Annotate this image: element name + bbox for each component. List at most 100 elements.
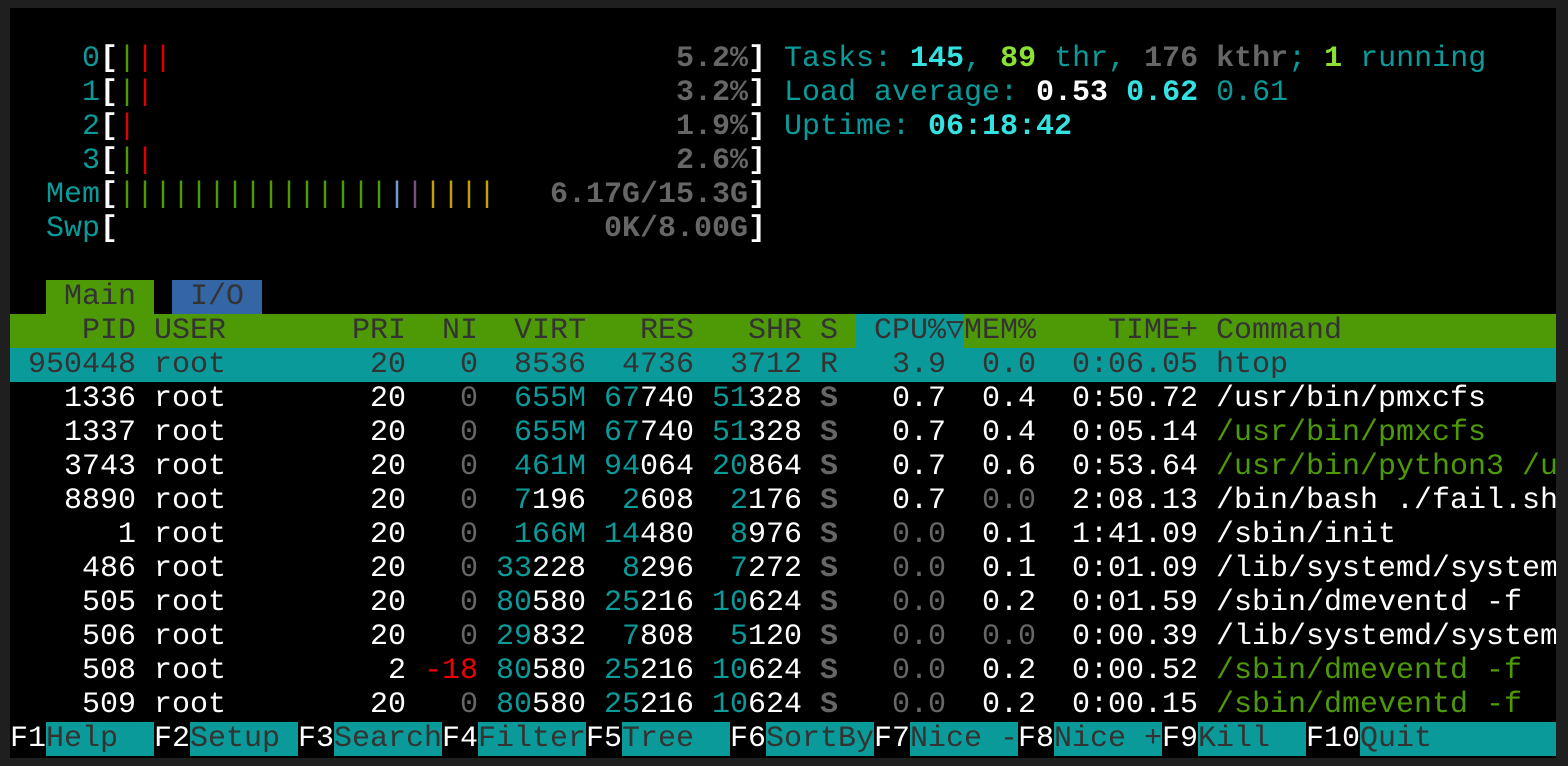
fkey-f10-label[interactable]: Quit bbox=[1360, 722, 1556, 756]
cpu-percent: 0.7 bbox=[891, 450, 946, 484]
tab-main[interactable]: Main bbox=[46, 280, 154, 314]
command: /bin/bash ./fail.sh bbox=[1216, 484, 1556, 518]
meter-value: 3.2% bbox=[675, 76, 748, 110]
user: root bbox=[154, 654, 227, 688]
fkey-f1[interactable]: F1 bbox=[10, 722, 47, 756]
virt: 33228 bbox=[495, 552, 586, 586]
meter-label: 0 bbox=[81, 42, 100, 76]
priority: 20 bbox=[369, 382, 406, 416]
fkey-f2[interactable]: F2 bbox=[154, 722, 191, 756]
virt: 655M bbox=[513, 382, 586, 416]
process-row[interactable]: 1337 root 20 0 655M 67740 51328 S 0.7 0.4 0:05.14 /… bbox=[10, 416, 1556, 450]
fkey-f5-label[interactable]: Tree bbox=[622, 722, 731, 756]
meter-close-bracket: ] bbox=[748, 212, 767, 246]
column-header-user[interactable]: USER bbox=[154, 314, 227, 348]
res: 25216 bbox=[603, 654, 694, 688]
column-header-command[interactable]: Command bbox=[1216, 314, 1343, 348]
column-header-shr[interactable]: SHR bbox=[747, 314, 802, 348]
load-average-line: Load average: 0.53 0.62 0.61 bbox=[784, 76, 1288, 110]
fkey-f6[interactable]: F6 bbox=[730, 722, 767, 756]
nice: 0 bbox=[459, 382, 478, 416]
fkey-f7-label[interactable]: Nice - bbox=[910, 722, 1019, 756]
meter-close-bracket: ] bbox=[748, 178, 767, 212]
cpu-percent: 3.9 bbox=[891, 348, 946, 382]
cpu-percent: 0.0 bbox=[891, 688, 946, 722]
load-15: 0.61 bbox=[1216, 76, 1289, 110]
column-header-res[interactable]: RES bbox=[639, 314, 694, 348]
meter-open-bracket: [ bbox=[100, 110, 119, 144]
process-row[interactable]: 506 root 20 0 29832 7808 5120 S 0.0 0.0 0:00.39/li… bbox=[10, 620, 1556, 654]
user: root bbox=[154, 620, 227, 654]
shr: 8976 bbox=[729, 518, 802, 552]
fkey-f3-label[interactable]: Search bbox=[334, 722, 443, 756]
mem-percent: 0.4 bbox=[981, 382, 1036, 416]
fkey-f10[interactable]: F10 bbox=[1306, 722, 1361, 756]
state: S bbox=[820, 450, 839, 484]
meter-bar-segment: | bbox=[136, 144, 155, 178]
column-header-pid[interactable]: PID bbox=[81, 314, 136, 348]
fkey-f1-label[interactable]: Help bbox=[46, 722, 155, 756]
res: 14480 bbox=[603, 518, 694, 552]
tasks-count: 145 bbox=[910, 42, 965, 76]
res: 8296 bbox=[621, 552, 694, 586]
process-row[interactable]: 3743 root 20 0 461M 94064 20864 S 0.7 0.6 0:53.64 /… bbox=[10, 450, 1556, 484]
fkey-f8[interactable]: F8 bbox=[1018, 722, 1055, 756]
process-row[interactable]: 509 root 20 0 80580 25216 10624 S 0.0 0.2 0:00.15 /… bbox=[10, 688, 1556, 722]
uptime-label: Uptime: bbox=[784, 110, 929, 144]
fkey-f5[interactable]: F5 bbox=[586, 722, 623, 756]
mem-percent: 0.1 bbox=[981, 552, 1036, 586]
cpu-time: 0:01.59 bbox=[1071, 586, 1198, 620]
priority: 2 bbox=[387, 654, 406, 688]
nice: 0 bbox=[459, 484, 478, 518]
column-header-time[interactable]: TIME+ bbox=[1107, 314, 1198, 348]
state: S bbox=[820, 688, 839, 722]
command: /usr/bin/python3 /u bbox=[1216, 450, 1556, 484]
process-row[interactable]: 508 root 2 -18 80580 25216 10624 S 0.0 0.2 0:00.52… bbox=[10, 654, 1556, 688]
column-header-pri[interactable]: PRI bbox=[351, 314, 406, 348]
user: root bbox=[154, 586, 227, 620]
fkey-f3[interactable]: F3 bbox=[298, 722, 335, 756]
process-row[interactable]: 8890 root 20 0 7196 2608 2176 S 0.7 0.0 2:08.13/bi… bbox=[10, 484, 1556, 518]
meter-bar-segment: | bbox=[118, 110, 137, 144]
state: S bbox=[820, 654, 839, 688]
state: S bbox=[820, 586, 839, 620]
fkey-f9[interactable]: F9 bbox=[1162, 722, 1199, 756]
mem-percent: 0.1 bbox=[981, 518, 1036, 552]
cpu-percent: 0.7 bbox=[891, 484, 946, 518]
cpu-time: 0:00.15 bbox=[1071, 688, 1198, 722]
meter-label: Swp bbox=[45, 212, 100, 246]
tab-io[interactable]: I/O bbox=[172, 280, 262, 314]
meter-bar-segment: | bbox=[280, 178, 299, 212]
priority: 20 bbox=[369, 484, 406, 518]
process-row[interactable]: 1336 root 20 0 655M 67740 51328 S 0.7 0.4 0:50.72 /… bbox=[10, 382, 1556, 416]
nice: 0 bbox=[459, 620, 478, 654]
fkey-f6-label[interactable]: SortBy bbox=[766, 722, 875, 756]
fkey-f7[interactable]: F7 bbox=[874, 722, 911, 756]
fkey-f9-label[interactable]: Kill bbox=[1198, 722, 1307, 756]
process-row[interactable]: 1 root 20 0 166M 14480 8976 S 0.0 0.1 1:41.09/sbin… bbox=[10, 518, 1556, 552]
process-row-selected[interactable]: 950448 root 20 0 8536 4736 3712 R 3.9 0.0 0:06.05 h… bbox=[10, 348, 1556, 382]
pid: 8890 bbox=[63, 484, 136, 518]
column-header-virt[interactable]: VIRT bbox=[513, 314, 586, 348]
fkey-f4[interactable]: F4 bbox=[442, 722, 479, 756]
meter-bar-segment: | bbox=[244, 178, 263, 212]
meter-close-bracket: ] bbox=[748, 144, 767, 178]
process-row[interactable]: 486 root 20 0 33228 8296 7272 S 0.0 0.1 0:01.09/li… bbox=[10, 552, 1556, 586]
fkey-f8-label[interactable]: Nice + bbox=[1054, 722, 1163, 756]
state: R bbox=[820, 348, 839, 382]
nice: 0 bbox=[459, 518, 478, 552]
column-header-ni[interactable]: NI bbox=[441, 314, 478, 348]
res: 25216 bbox=[603, 688, 694, 722]
column-header-s[interactable]: S bbox=[820, 314, 839, 348]
column-header-mem[interactable]: MEM% bbox=[963, 314, 1036, 348]
cpu-time: 0:00.52 bbox=[1071, 654, 1198, 688]
fkey-f2-label[interactable]: Setup bbox=[190, 722, 299, 756]
process-row[interactable]: 505 root 20 0 80580 25216 10624 S 0.0 0.2 0:01.59 /… bbox=[10, 586, 1556, 620]
cpu-time: 0:06.05 bbox=[1071, 348, 1198, 382]
fkey-f4-label[interactable]: Filter bbox=[478, 722, 587, 756]
res: 67740 bbox=[603, 416, 694, 450]
cpu-percent: 0.0 bbox=[891, 620, 946, 654]
meter-bar-segment: | bbox=[406, 178, 425, 212]
pid: 486 bbox=[81, 552, 136, 586]
column-header-cpu[interactable]: CPU% bbox=[873, 314, 946, 348]
